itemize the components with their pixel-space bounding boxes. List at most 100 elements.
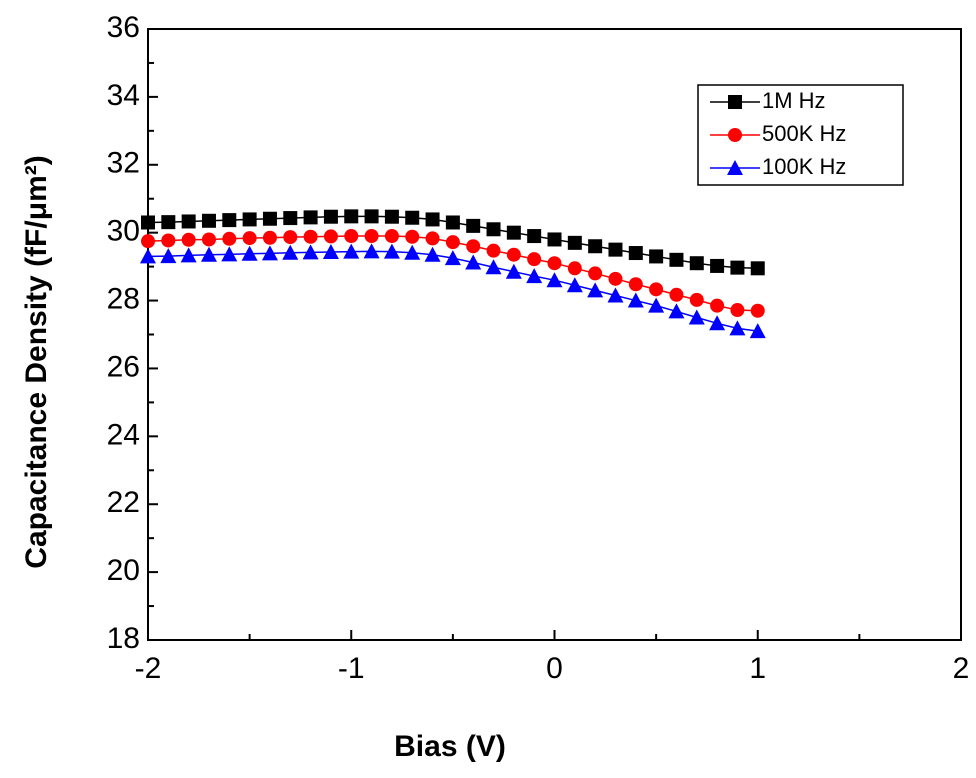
- marker: [749, 323, 766, 339]
- marker: [505, 263, 522, 279]
- marker: [425, 212, 440, 227]
- marker: [729, 320, 746, 336]
- marker: [161, 233, 176, 248]
- legend-label: 1M Hz: [762, 88, 826, 113]
- y-tick-label: 30: [107, 215, 140, 248]
- marker: [302, 244, 319, 260]
- marker: [485, 259, 502, 275]
- marker: [323, 209, 338, 224]
- marker: [689, 292, 704, 307]
- marker: [648, 297, 665, 313]
- marker: [384, 209, 399, 224]
- marker: [506, 225, 521, 240]
- marker: [527, 229, 542, 244]
- marker: [140, 248, 156, 264]
- marker: [588, 266, 603, 281]
- marker: [444, 250, 461, 266]
- x-tick-label: -1: [338, 652, 365, 685]
- y-tick-label: 36: [107, 11, 140, 44]
- marker: [727, 160, 743, 175]
- marker: [364, 229, 379, 244]
- marker: [262, 230, 277, 245]
- marker: [730, 260, 745, 275]
- marker: [608, 242, 623, 257]
- marker: [141, 234, 155, 249]
- marker: [466, 239, 481, 254]
- marker: [547, 232, 562, 247]
- marker: [405, 210, 420, 225]
- y-tick-label: 24: [107, 418, 140, 451]
- marker: [344, 209, 359, 224]
- marker: [404, 244, 421, 260]
- marker: [668, 303, 685, 319]
- marker: [486, 222, 501, 237]
- marker: [405, 229, 420, 244]
- marker: [669, 287, 684, 302]
- marker: [546, 272, 563, 288]
- marker: [283, 211, 298, 226]
- marker: [526, 268, 543, 284]
- marker: [200, 246, 217, 262]
- marker: [730, 303, 745, 318]
- marker: [587, 282, 604, 298]
- marker: [669, 252, 684, 267]
- marker: [343, 243, 360, 259]
- marker: [261, 245, 278, 261]
- y-tick-label: 28: [107, 282, 140, 315]
- marker: [384, 229, 399, 244]
- marker: [608, 271, 623, 286]
- marker: [363, 243, 380, 259]
- marker: [161, 215, 176, 230]
- marker: [567, 261, 582, 276]
- y-axis-title: Capacitance Density (fF/μm²): [20, 155, 53, 568]
- marker: [201, 232, 216, 247]
- x-tick-label: -2: [135, 652, 162, 685]
- marker: [588, 239, 603, 254]
- marker: [424, 246, 441, 262]
- marker: [262, 211, 277, 226]
- marker: [709, 315, 726, 331]
- marker: [649, 249, 664, 264]
- marker: [181, 232, 196, 247]
- marker: [425, 231, 440, 246]
- marker: [160, 248, 177, 264]
- marker: [222, 231, 237, 246]
- marker: [180, 247, 197, 263]
- marker: [486, 243, 501, 258]
- marker: [527, 252, 542, 267]
- marker: [567, 235, 582, 250]
- marker: [344, 229, 359, 244]
- marker: [649, 282, 664, 297]
- marker: [141, 215, 155, 230]
- marker: [750, 261, 765, 276]
- marker: [628, 277, 643, 292]
- marker: [607, 287, 624, 303]
- y-tick-label: 18: [107, 622, 140, 655]
- marker: [710, 298, 725, 313]
- legend-label: 500K Hz: [762, 121, 846, 146]
- legend: 1M Hz 500K Hz 100K Hz: [697, 84, 904, 186]
- marker: [322, 244, 339, 260]
- marker: [627, 292, 644, 308]
- marker: [241, 245, 258, 261]
- y-tick-label: 32: [107, 147, 140, 180]
- marker: [445, 235, 460, 250]
- marker: [547, 256, 562, 271]
- marker: [242, 212, 257, 227]
- marker: [728, 95, 742, 109]
- y-tick-label: 34: [107, 79, 140, 112]
- x-axis-title: Bias (V): [394, 730, 506, 763]
- marker: [466, 218, 481, 233]
- marker: [728, 128, 742, 142]
- marker: [364, 209, 379, 224]
- marker: [242, 231, 257, 246]
- marker: [383, 243, 400, 259]
- x-tick-label: 0: [546, 652, 563, 685]
- marker: [445, 215, 460, 230]
- marker: [688, 309, 705, 325]
- marker: [222, 213, 237, 228]
- marker: [750, 303, 765, 318]
- marker: [283, 230, 298, 245]
- marker: [282, 244, 299, 260]
- marker: [506, 247, 521, 262]
